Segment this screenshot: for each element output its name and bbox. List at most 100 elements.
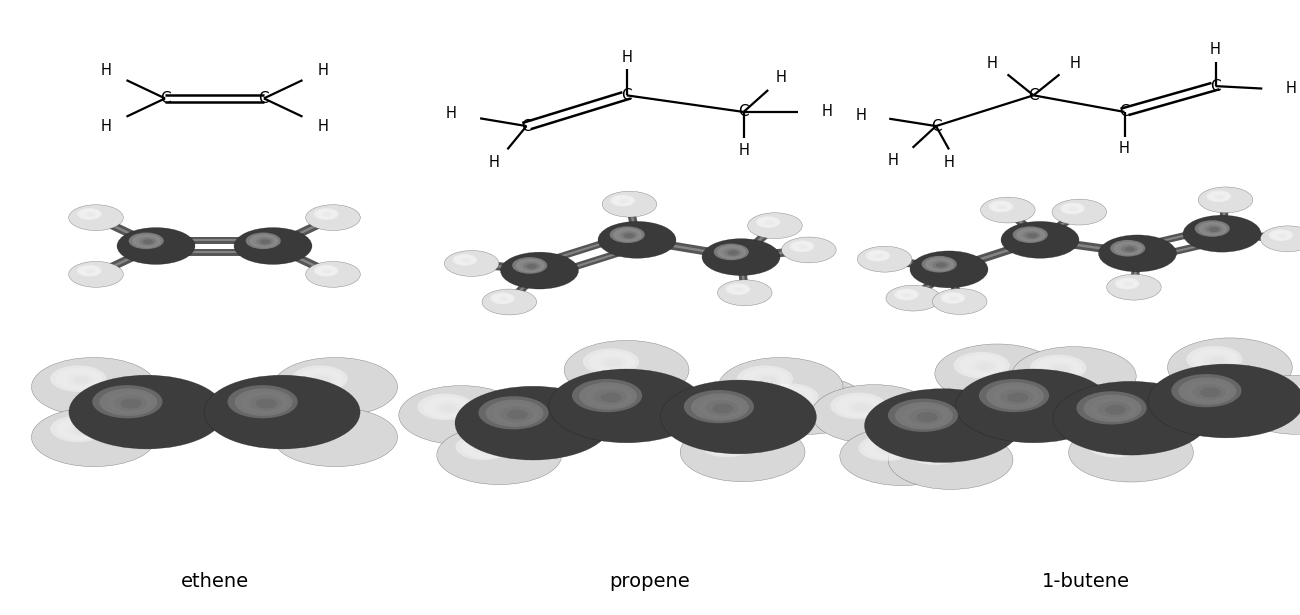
Circle shape: [455, 255, 476, 265]
Circle shape: [888, 399, 958, 432]
Circle shape: [900, 291, 915, 299]
Circle shape: [1013, 226, 1048, 243]
Circle shape: [417, 394, 473, 420]
Circle shape: [755, 216, 780, 228]
Circle shape: [611, 195, 634, 207]
Circle shape: [500, 297, 507, 301]
Circle shape: [493, 403, 538, 424]
Circle shape: [993, 203, 1010, 210]
Circle shape: [926, 258, 954, 271]
Circle shape: [77, 265, 101, 277]
Circle shape: [991, 202, 1011, 212]
Circle shape: [993, 386, 1039, 407]
Circle shape: [698, 397, 744, 418]
Circle shape: [315, 376, 332, 384]
Circle shape: [455, 386, 611, 460]
Circle shape: [308, 424, 335, 436]
Circle shape: [495, 295, 511, 303]
Circle shape: [718, 280, 772, 306]
Circle shape: [979, 379, 1049, 412]
Circle shape: [712, 403, 733, 413]
Circle shape: [73, 376, 90, 384]
Text: H: H: [822, 105, 832, 119]
Circle shape: [1053, 381, 1209, 455]
Circle shape: [894, 288, 919, 300]
Text: H: H: [317, 119, 328, 133]
Circle shape: [473, 442, 499, 454]
Circle shape: [768, 386, 814, 408]
Circle shape: [616, 230, 640, 240]
Circle shape: [460, 258, 472, 263]
Circle shape: [902, 292, 914, 298]
Circle shape: [614, 228, 642, 242]
Text: H: H: [944, 156, 954, 170]
Circle shape: [1098, 437, 1135, 454]
Circle shape: [728, 285, 749, 294]
Circle shape: [490, 293, 515, 304]
Circle shape: [316, 209, 337, 219]
Circle shape: [864, 437, 910, 459]
Circle shape: [601, 392, 621, 402]
Circle shape: [716, 438, 742, 451]
Circle shape: [549, 369, 705, 443]
Circle shape: [1106, 274, 1161, 300]
Circle shape: [710, 436, 746, 453]
Circle shape: [888, 430, 1013, 490]
Text: C: C: [160, 91, 170, 106]
Circle shape: [139, 237, 156, 245]
Circle shape: [1041, 360, 1078, 377]
Circle shape: [260, 239, 270, 244]
Circle shape: [61, 371, 98, 388]
Circle shape: [922, 256, 957, 272]
Circle shape: [324, 269, 332, 273]
Circle shape: [763, 220, 775, 225]
Text: C: C: [1028, 88, 1039, 103]
Circle shape: [868, 251, 888, 261]
Circle shape: [624, 233, 634, 238]
Circle shape: [965, 357, 1001, 375]
Circle shape: [747, 213, 802, 239]
Circle shape: [792, 242, 812, 252]
Circle shape: [445, 250, 499, 276]
Circle shape: [51, 365, 107, 392]
Circle shape: [998, 205, 1006, 209]
Circle shape: [227, 385, 298, 418]
Circle shape: [853, 403, 870, 411]
Circle shape: [1209, 357, 1226, 365]
Circle shape: [1122, 281, 1134, 287]
Circle shape: [298, 368, 343, 390]
Circle shape: [242, 392, 287, 413]
Circle shape: [719, 357, 844, 416]
Circle shape: [935, 344, 1060, 403]
Text: H: H: [1070, 56, 1080, 71]
Circle shape: [429, 399, 465, 416]
Circle shape: [1186, 346, 1243, 373]
Circle shape: [1097, 402, 1131, 417]
Text: 1-butene: 1-butene: [1041, 572, 1130, 590]
Circle shape: [1201, 224, 1225, 234]
Circle shape: [1065, 205, 1082, 213]
Circle shape: [1048, 363, 1074, 375]
Circle shape: [1167, 338, 1292, 397]
Circle shape: [143, 239, 153, 244]
Circle shape: [749, 371, 785, 388]
Circle shape: [1261, 226, 1300, 252]
Circle shape: [593, 389, 627, 405]
Circle shape: [519, 261, 542, 271]
Circle shape: [1105, 439, 1131, 451]
Circle shape: [1271, 231, 1291, 240]
Circle shape: [582, 348, 640, 375]
Circle shape: [1069, 423, 1193, 482]
Circle shape: [1023, 231, 1040, 239]
Text: C: C: [1119, 105, 1130, 119]
Circle shape: [762, 383, 819, 410]
Circle shape: [858, 247, 911, 272]
Circle shape: [434, 402, 462, 415]
Circle shape: [956, 369, 1112, 443]
Circle shape: [980, 197, 1035, 223]
Circle shape: [87, 269, 94, 273]
Text: H: H: [317, 63, 328, 78]
Circle shape: [598, 221, 676, 258]
Text: C: C: [521, 119, 532, 133]
Circle shape: [1036, 357, 1082, 379]
